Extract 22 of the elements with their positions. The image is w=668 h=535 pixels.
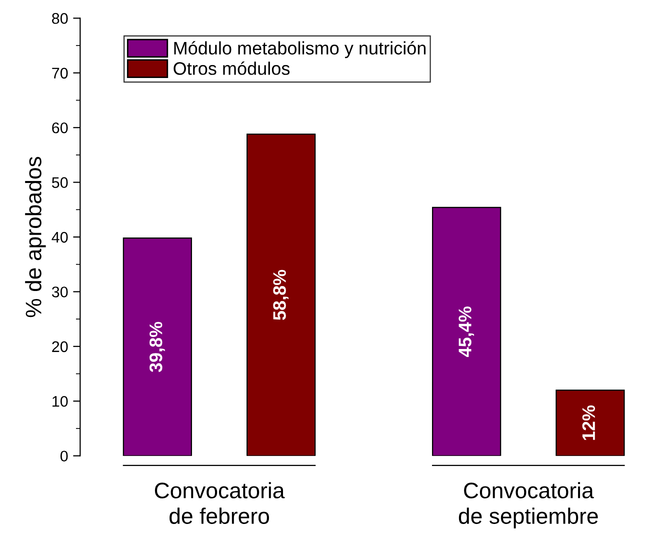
x-tick-label: Convocatoria de febrero [154, 482, 285, 524]
bar [556, 390, 625, 456]
bar [122, 238, 192, 456]
data-label: 39,8% [150, 322, 165, 372]
y-tick-label: 80 [52, 13, 68, 24]
legend-label: Otros módulos [174, 61, 290, 75]
data-label: 45,4% [458, 306, 474, 357]
data-label: 12% [582, 405, 596, 440]
x-tick-label: Convocatoria de septiembre [458, 482, 598, 528]
bar [246, 134, 316, 456]
data-label: 58,8% [273, 270, 289, 320]
y-tick-label: 60 [52, 122, 68, 134]
y-tick-label: 30 [52, 286, 68, 298]
y-axis-title: % de aprobados [25, 156, 46, 318]
y-tick-label: 70 [52, 68, 68, 79]
legend-label: Módulo metabolismo y nutrición [174, 41, 426, 58]
y-tick-label: 40 [52, 232, 68, 243]
y-tick-label: 0 [60, 450, 68, 462]
bar [432, 206, 502, 456]
y-tick-label: 20 [52, 341, 68, 352]
y-tick-label: 10 [52, 396, 68, 407]
y-tick-label: 50 [52, 177, 68, 188]
